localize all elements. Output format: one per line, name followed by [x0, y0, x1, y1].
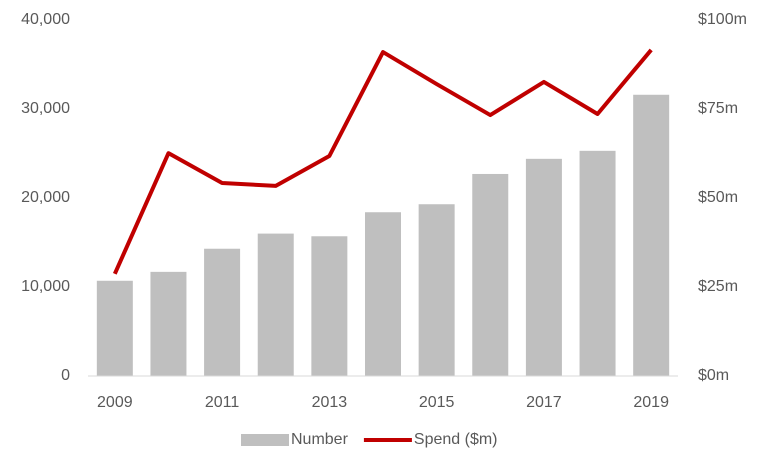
bar: [257, 233, 294, 376]
bar: [525, 158, 562, 376]
bar: [311, 236, 348, 376]
bar: [579, 150, 616, 376]
y2-tick-label: $0m: [698, 367, 729, 384]
bar: [96, 280, 133, 376]
bar: [472, 173, 509, 376]
x-tick-label: 2019: [633, 394, 669, 411]
y2-tick-label: $25m: [698, 278, 738, 295]
bar: [204, 248, 241, 376]
bar: [150, 271, 187, 376]
legend-swatch: [241, 434, 289, 446]
x-tick-label: 2011: [205, 394, 240, 411]
y-tick-label: 10,000: [21, 278, 70, 295]
x-tick-label: 2009: [97, 394, 133, 411]
y-tick-label: 20,000: [21, 189, 70, 206]
bar: [365, 212, 401, 376]
y2-tick-label: $50m: [698, 189, 738, 206]
legend-label: Number: [291, 431, 349, 448]
x-tick-label: 2017: [526, 394, 562, 411]
y2-tick-label: $100m: [698, 11, 747, 28]
y2-tick-label: $75m: [698, 100, 738, 117]
bar: [633, 94, 670, 376]
bar: [418, 204, 455, 376]
y-tick-label: 30,000: [21, 100, 70, 117]
y-tick-label: 0: [61, 367, 70, 384]
legend-label: Spend ($m): [414, 431, 498, 448]
y-tick-label: 40,000: [21, 11, 70, 28]
x-tick-label: 2013: [312, 394, 348, 411]
x-tick-label: 2015: [419, 394, 455, 411]
line: [112, 48, 653, 275]
